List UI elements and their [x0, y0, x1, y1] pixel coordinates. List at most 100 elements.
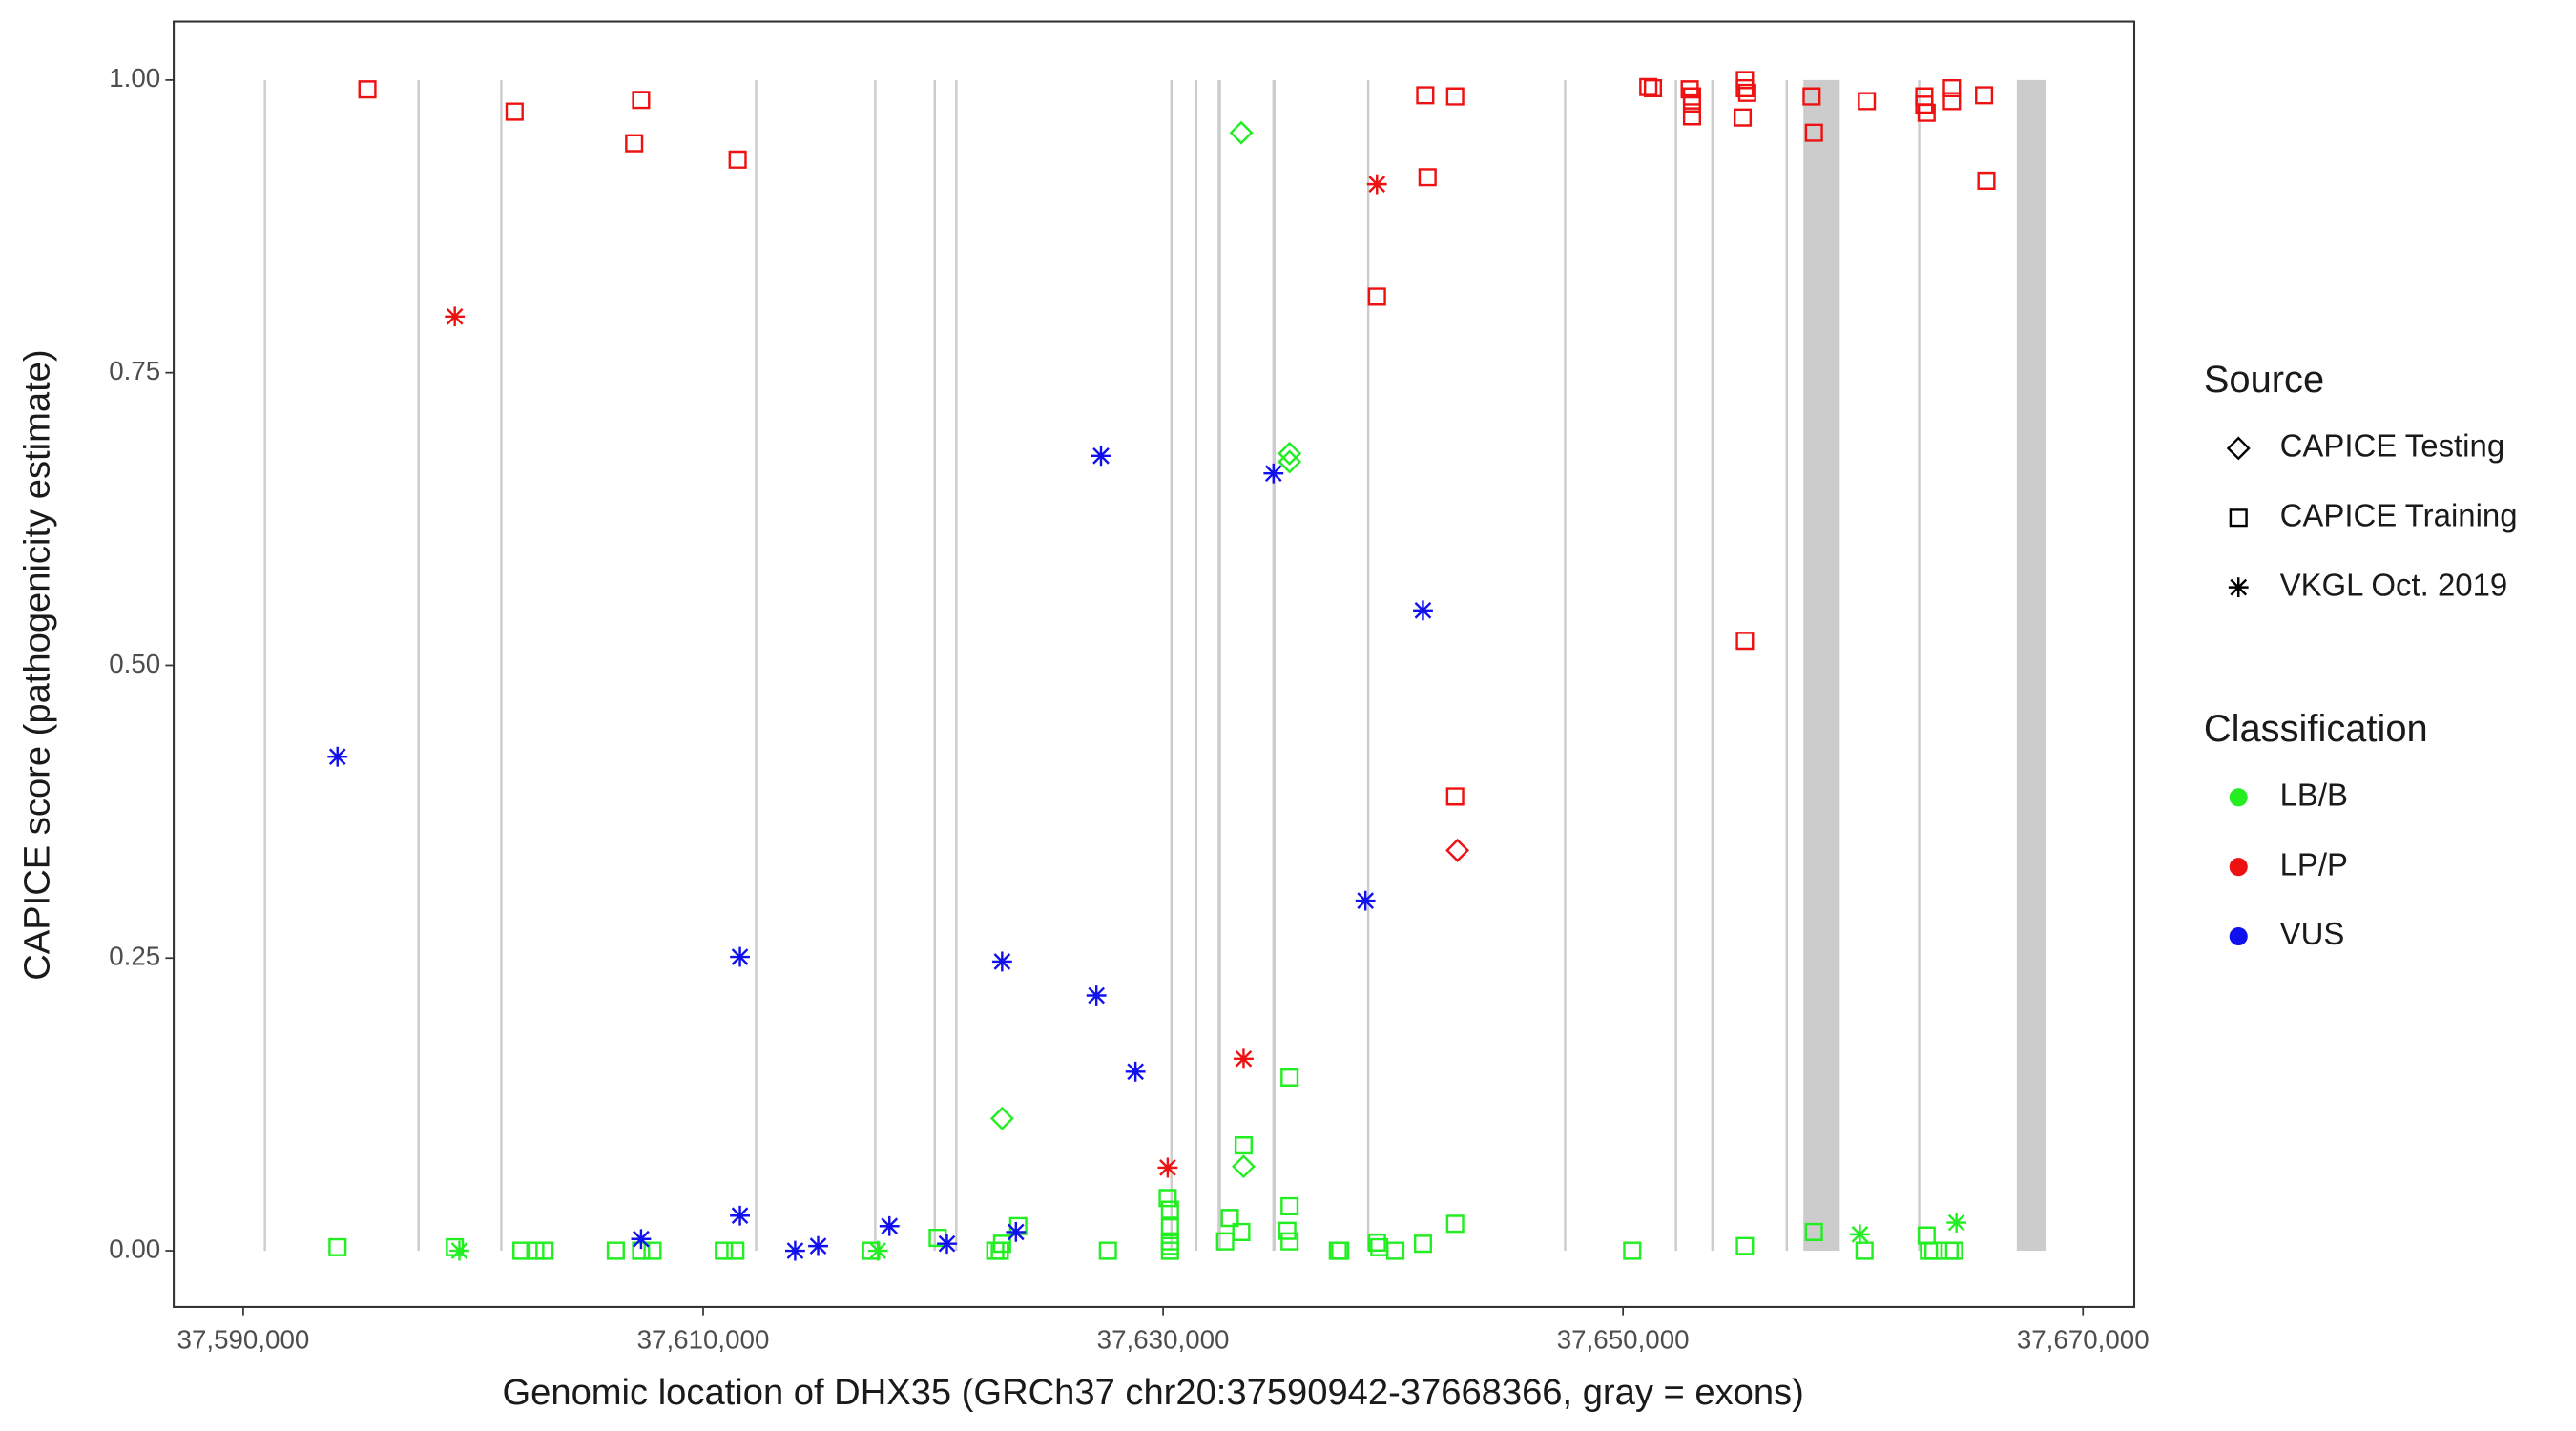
data-point [1623, 1241, 1642, 1260]
legend-label: LP/P [2280, 846, 2348, 881]
exon [417, 79, 420, 1252]
exon [1272, 79, 1276, 1252]
data-point [730, 946, 750, 967]
legend-label: CAPICE Testing [2280, 428, 2505, 464]
data-point [1160, 1200, 1179, 1219]
data-point [1367, 1233, 1386, 1252]
data-point [1160, 1241, 1179, 1260]
exon [1366, 79, 1370, 1252]
data-point [1682, 107, 1702, 126]
data-point [991, 951, 1012, 972]
legend-symbol [2229, 788, 2248, 807]
data-point [1008, 1216, 1028, 1235]
data-point [328, 1237, 347, 1256]
x-tick-label: 37,610,000 [637, 1325, 770, 1355]
data-point [867, 1240, 888, 1261]
exon [955, 79, 958, 1252]
data-point [1232, 1222, 1251, 1241]
data-point [535, 1241, 554, 1260]
data-point [1735, 78, 1755, 98]
data-point [992, 1234, 1011, 1254]
data-point [1231, 1154, 1256, 1179]
data-point [1942, 92, 1962, 111]
data-point [1125, 1061, 1146, 1082]
exon [933, 79, 936, 1252]
data-point [1366, 174, 1387, 195]
data-point [1737, 83, 1756, 102]
data-point [1944, 1241, 1963, 1260]
x-tick-label: 37,630,000 [1097, 1325, 1230, 1355]
data-point [1850, 1224, 1870, 1245]
data-point [730, 1205, 750, 1226]
data-point [1229, 120, 1254, 145]
data-point [1804, 123, 1823, 142]
exon [1785, 79, 1789, 1252]
data-point [632, 91, 651, 110]
data-point [1355, 890, 1376, 911]
exon [1217, 79, 1221, 1252]
data-point [726, 1241, 745, 1260]
data-point [1643, 78, 1663, 98]
x-tick-label: 37,650,000 [1557, 1325, 1690, 1355]
data-point [1946, 1213, 1967, 1233]
legend-label: LB/B [2280, 778, 2348, 813]
data-point [1006, 1222, 1027, 1242]
data-point [1735, 632, 1755, 651]
exon [263, 79, 266, 1252]
y-tick-label: 0.50 [109, 649, 160, 678]
data-point [1917, 103, 1936, 122]
legend-symbol [2229, 508, 2248, 528]
legend-symbol [2228, 577, 2249, 598]
y-tick-label: 0.75 [109, 356, 160, 385]
data-point [606, 1241, 625, 1260]
data-point [1680, 80, 1699, 99]
data-point [445, 306, 466, 327]
data-point [1278, 1221, 1297, 1240]
data-point [1215, 1232, 1235, 1251]
data-point [505, 102, 524, 121]
data-point [1280, 1068, 1299, 1087]
data-point [643, 1241, 662, 1260]
data-point [785, 1240, 805, 1261]
data-point [1855, 1241, 1874, 1260]
data-point [1445, 838, 1470, 862]
y-tick-label: 0.25 [109, 942, 160, 971]
legend-symbol [2229, 858, 2248, 877]
point-layer [327, 71, 1996, 1261]
data-point [327, 746, 348, 767]
data-point [1367, 287, 1386, 306]
data-point [1091, 446, 1111, 467]
exon [755, 79, 758, 1252]
data-point [728, 150, 747, 169]
data-point [1086, 985, 1107, 1006]
data-point [1804, 1222, 1823, 1241]
exon [500, 79, 503, 1252]
data-point [1915, 95, 1934, 114]
data-point [1280, 1196, 1299, 1215]
exon-layer [263, 79, 2047, 1252]
data-point [1157, 1157, 1178, 1178]
legend-symbol [2226, 436, 2251, 461]
exon [1918, 79, 1921, 1252]
data-point [1331, 1241, 1350, 1260]
data-point [1158, 1189, 1177, 1208]
y-tick-label: 1.00 [109, 63, 160, 93]
data-point [1278, 441, 1302, 466]
data-point [1977, 171, 1996, 190]
data-point [449, 1240, 469, 1261]
data-point [1418, 168, 1437, 187]
data-point [1280, 1232, 1299, 1251]
exon [1674, 79, 1677, 1252]
data-point [1858, 92, 1877, 111]
data-point [1975, 86, 1994, 105]
x-tick-label: 37,670,000 [2017, 1325, 2150, 1355]
data-point [1263, 463, 1284, 484]
legend-title: Source [2204, 359, 2324, 401]
legend-label: CAPICE Training [2280, 497, 2518, 532]
y-tick-label: 0.00 [109, 1234, 160, 1263]
data-point [937, 1234, 957, 1255]
data-point [625, 134, 644, 153]
